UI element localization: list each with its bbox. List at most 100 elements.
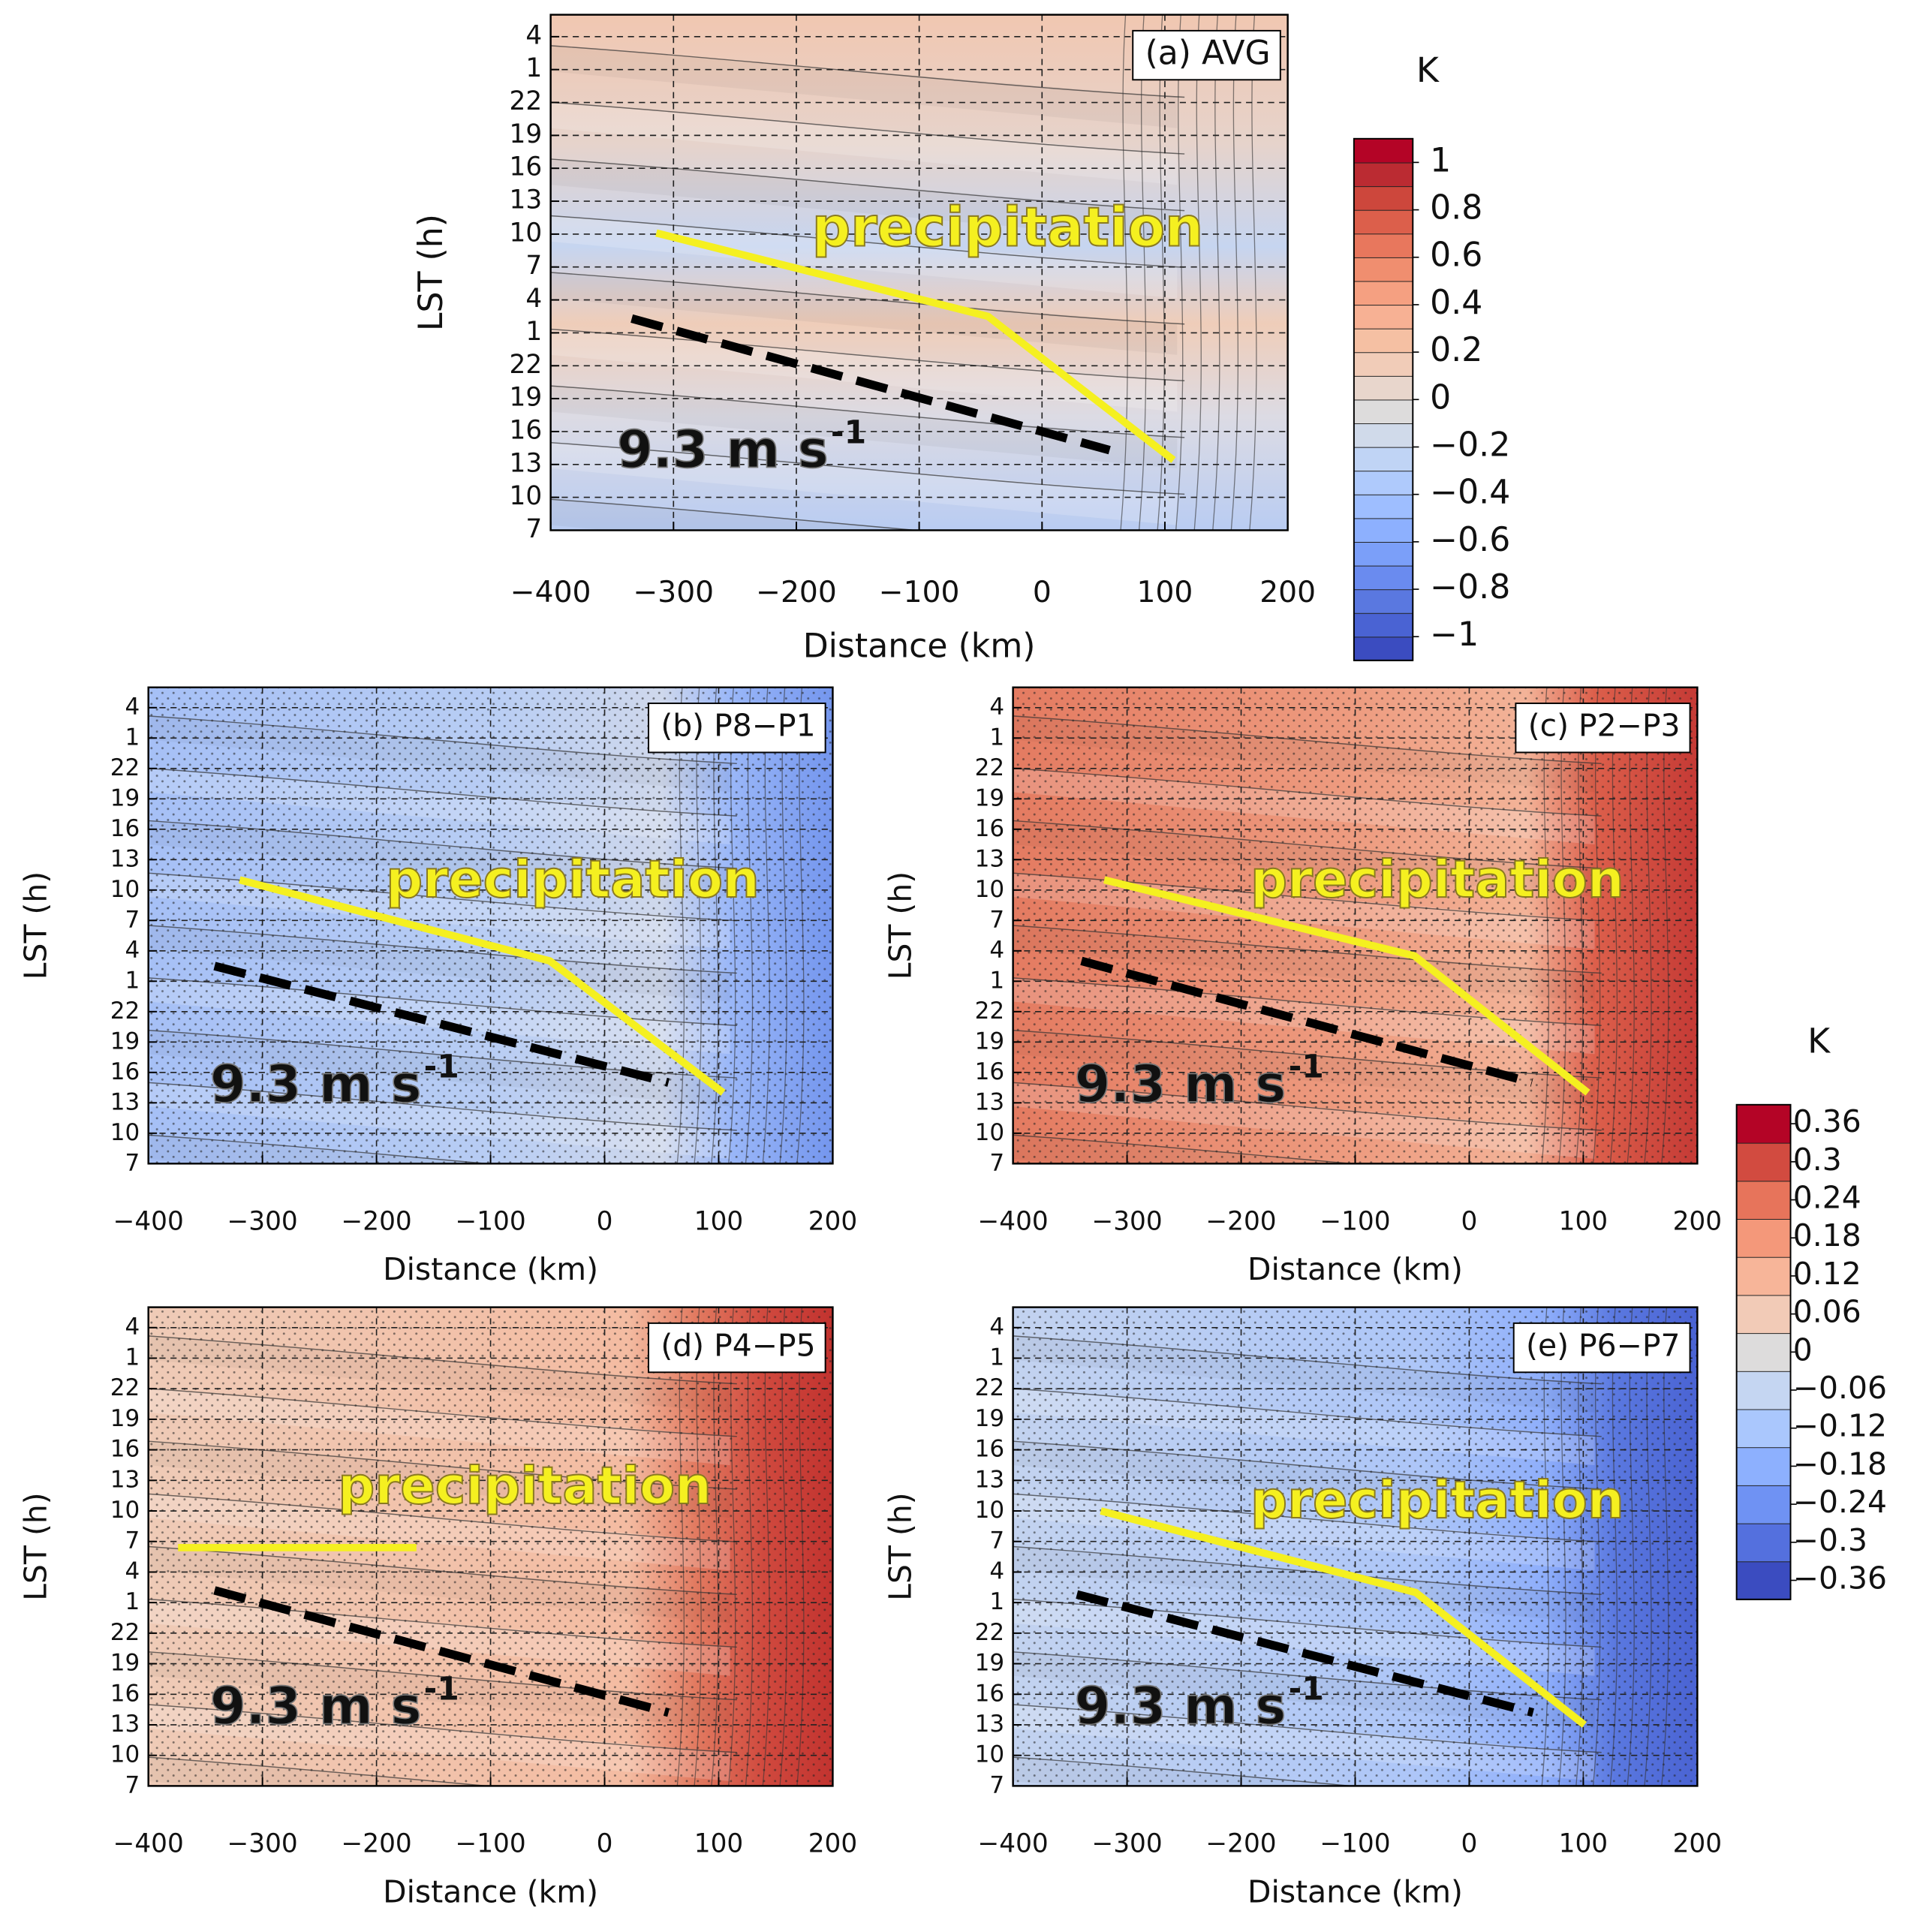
y-tick-label: 10: [110, 1119, 140, 1146]
y-tick-label: 7: [989, 1771, 1004, 1798]
contour-line: [1230, 14, 1239, 531]
panel-title-box: [648, 1322, 826, 1374]
precipitation-label: precipitation: [1250, 850, 1624, 910]
y-tick-label: 16: [110, 1680, 140, 1707]
x-tick-label: −400: [113, 1828, 184, 1858]
y-tick-label: 13: [975, 1711, 1004, 1738]
y-tick-label: 19: [975, 1650, 1004, 1677]
x-tick-label: −400: [978, 1206, 1049, 1236]
x-tick-label: −100: [879, 576, 960, 609]
y-tick-label: 7: [989, 1149, 1004, 1176]
y-tick-label: 19: [975, 784, 1004, 811]
speed-label-sup: -1: [1289, 1671, 1324, 1708]
contour-line: [550, 441, 1185, 495]
y-tick-label: 19: [510, 119, 543, 149]
y-tick-label: 4: [989, 937, 1004, 964]
colorbar-band: [1353, 612, 1413, 638]
x-tick-label: −200: [1205, 1828, 1276, 1858]
y-tick-label: 1: [525, 53, 542, 83]
x-tick-label: 0: [597, 1828, 613, 1858]
y-tick-label: 7: [125, 1527, 140, 1554]
colorbar-band: [1736, 1446, 1792, 1486]
y-axis-label: LST (h): [883, 871, 919, 980]
colorbar-tick-label: −0.36: [1793, 1560, 1887, 1596]
colorbar-band: [1736, 1332, 1792, 1372]
colorbar-tick-label: −0.2: [1430, 426, 1510, 464]
colorbar-band: [1736, 1104, 1792, 1144]
colorbar-band: [1353, 446, 1413, 472]
x-axis-label: Distance (km): [1247, 1873, 1463, 1909]
y-tick-label: 10: [110, 1741, 140, 1768]
speed-label: 9.3 m s: [1075, 1676, 1287, 1736]
contour-line: [1175, 14, 1184, 531]
y-tick-label: 1: [125, 724, 140, 751]
x-axis-label: Distance (km): [1247, 1251, 1463, 1287]
x-tick-label: −100: [455, 1828, 525, 1858]
y-tick-label: 10: [510, 218, 543, 248]
y-tick-label: 22: [110, 1619, 140, 1646]
y-tick-label: 1: [989, 967, 1004, 994]
x-tick-label: −400: [978, 1828, 1049, 1858]
colorbar-band: [1353, 541, 1413, 567]
colorbar-tick-label: 0.06: [1793, 1294, 1861, 1330]
speed-line: [630, 314, 1111, 455]
y-tick-label: 22: [510, 350, 543, 380]
colorbar-band: [1736, 1256, 1792, 1296]
x-tick-label: 100: [1559, 1828, 1608, 1858]
y-tick-label: 4: [525, 284, 542, 314]
x-tick-label: −200: [756, 576, 837, 609]
contour-line: [550, 385, 1185, 438]
colorbar-band: [1736, 1180, 1792, 1220]
x-tick-label: 100: [694, 1828, 743, 1858]
contour-line: [1249, 14, 1257, 531]
colorbar-tick-label: 0: [1793, 1332, 1813, 1368]
y-tick-label: 16: [110, 1058, 140, 1085]
y-axis-label: LST (h): [18, 871, 54, 980]
y-tick-label: 13: [110, 845, 140, 872]
x-tick-label: −200: [342, 1206, 412, 1236]
panel-title-box: [1512, 1322, 1691, 1374]
colorbar-band: [1353, 517, 1413, 543]
y-tick-label: 7: [525, 514, 542, 544]
x-tick-label: −300: [227, 1828, 298, 1858]
contour-line: [550, 158, 1185, 212]
contour-line: [550, 498, 921, 531]
colorbar-band: [1353, 257, 1413, 282]
y-tick-label: 19: [510, 383, 543, 413]
x-tick-label: 100: [1137, 576, 1193, 609]
speed-line: [213, 961, 670, 1087]
colorbar-tick-label: 0.8: [1430, 189, 1482, 227]
y-tick-label: 16: [510, 415, 543, 445]
y-tick-label: 7: [525, 251, 542, 281]
y-tick-label: 13: [510, 185, 543, 215]
field-band: [550, 215, 1178, 299]
y-tick-label: 10: [975, 1119, 1004, 1146]
y-tick-label: 4: [525, 20, 542, 50]
y-tick-label: 19: [975, 1028, 1004, 1055]
panel-title: (a) AVG: [1145, 35, 1271, 73]
y-tick-label: 1: [989, 724, 1004, 751]
plot-area: [148, 687, 833, 1164]
field-band: [550, 158, 1178, 242]
colorbar-tick-label: −0.18: [1793, 1446, 1887, 1482]
x-tick-label: −100: [1320, 1828, 1390, 1858]
contour-line: [1138, 14, 1147, 531]
y-tick-label: 1: [125, 1344, 140, 1371]
y-tick-label: 22: [510, 86, 543, 116]
colorbar-band: [1353, 304, 1413, 330]
y-tick-label: 22: [975, 1619, 1004, 1646]
y-tick-label: 13: [510, 448, 543, 478]
y-tick-label: 13: [975, 845, 1004, 872]
colorbar-tick-label: 0.6: [1430, 236, 1482, 275]
colorbar-label: K: [1416, 50, 1440, 90]
y-tick-label: 4: [989, 1557, 1004, 1584]
colorbar-tick-label: 0: [1430, 378, 1451, 417]
y-tick-label: 4: [989, 694, 1004, 721]
y-tick-label: 7: [125, 1771, 140, 1798]
panel-title-box: [1515, 703, 1691, 754]
y-tick-label: 16: [110, 1436, 140, 1463]
colorbar-band: [1353, 185, 1413, 211]
colorbar-tick-label: 0.4: [1430, 284, 1482, 322]
y-tick-label: 19: [975, 1405, 1004, 1432]
